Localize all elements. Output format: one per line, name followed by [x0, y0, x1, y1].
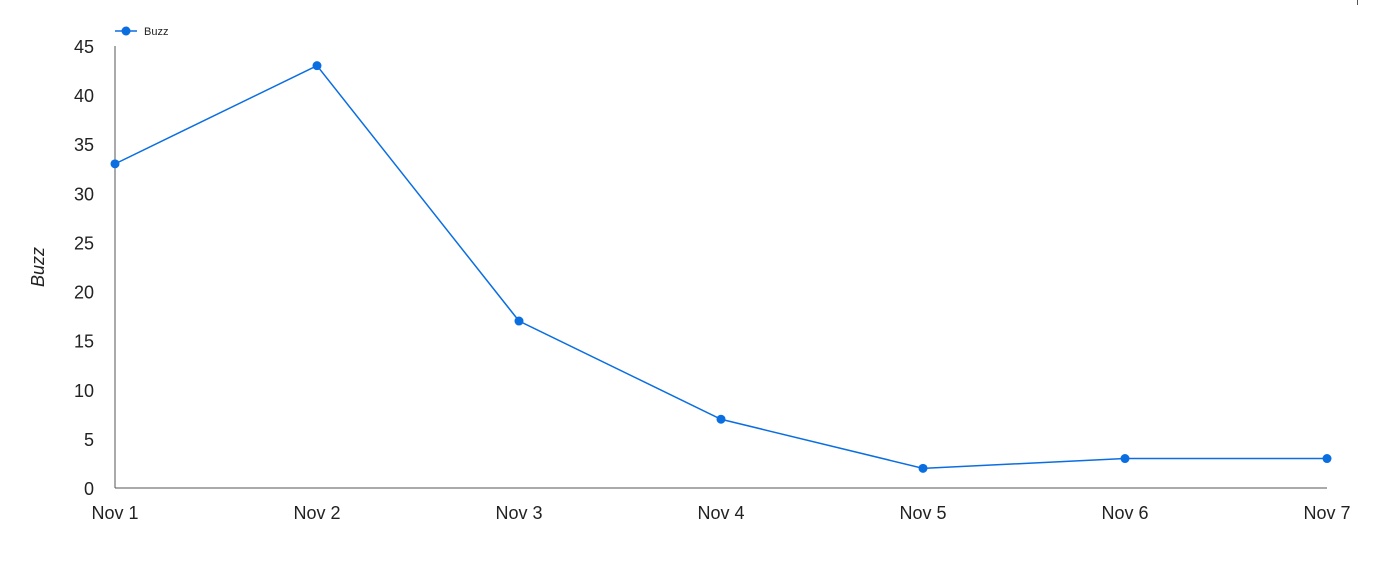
- x-tick-label: Nov 1: [91, 503, 138, 523]
- y-axis-ticks: 0 5 10 15 20 25 30 35 40 45: [74, 37, 94, 499]
- data-point: [918, 463, 928, 473]
- y-tick-label: 5: [84, 430, 94, 450]
- series-layer: [110, 61, 1332, 473]
- y-tick-label: 25: [74, 233, 94, 253]
- y-tick-label: 35: [74, 135, 94, 155]
- y-tick-label: 30: [74, 184, 94, 204]
- data-point: [514, 316, 524, 326]
- x-tick-label: Nov 4: [697, 503, 744, 523]
- legend: Buzz: [115, 26, 168, 38]
- y-tick-label: 10: [74, 381, 94, 401]
- series-line: [114, 64, 1327, 470]
- x-tick-label: Nov 5: [899, 503, 946, 523]
- y-tick-label: 20: [74, 283, 94, 303]
- y-axis-title: Buzz: [28, 247, 48, 287]
- data-point: [312, 61, 322, 71]
- x-tick-label: Nov 7: [1303, 503, 1350, 523]
- data-point: [110, 159, 120, 169]
- data-point: [1322, 454, 1332, 464]
- x-axis-ticks: Nov 1 Nov 2 Nov 3 Nov 4 Nov 5 Nov 6 Nov 7: [91, 503, 1350, 523]
- y-tick-label: 15: [74, 332, 94, 352]
- legend-dot-marker: [121, 26, 131, 36]
- corner-tick-mark: [1357, 0, 1358, 5]
- legend-label-buzz: Buzz: [144, 26, 168, 38]
- x-tick-label: Nov 2: [293, 503, 340, 523]
- y-tick-label: 0: [84, 479, 94, 499]
- x-tick-label: Nov 3: [495, 503, 542, 523]
- x-tick-label: Nov 6: [1101, 503, 1148, 523]
- y-tick-label: 45: [74, 37, 94, 57]
- y-tick-label: 40: [74, 86, 94, 106]
- data-point: [716, 414, 726, 424]
- data-point: [1120, 454, 1130, 464]
